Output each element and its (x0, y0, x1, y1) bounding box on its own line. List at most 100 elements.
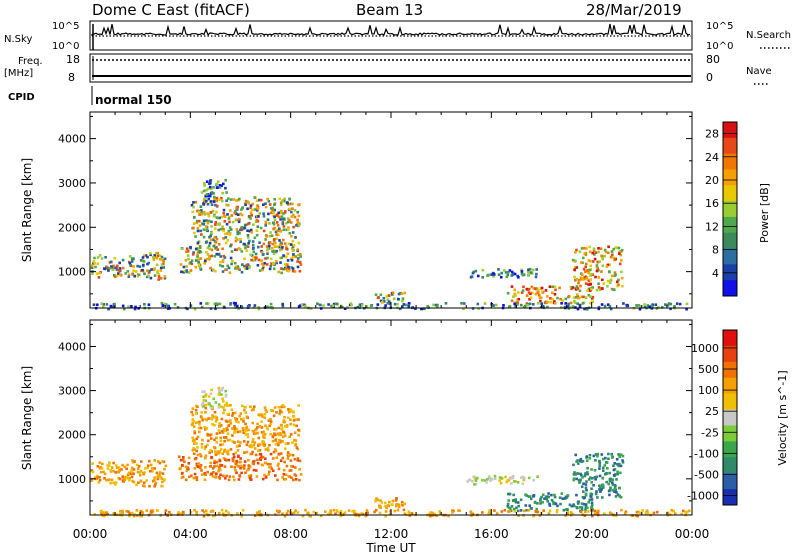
echo-cell (304, 508, 307, 512)
echo-cell (268, 267, 272, 271)
echo-cell (625, 304, 629, 307)
echo-cell (213, 465, 216, 468)
echo-cell (522, 285, 525, 289)
echo-cell (536, 502, 539, 505)
echo-cell (513, 302, 517, 306)
echo-cell (229, 448, 233, 451)
echo-cell (202, 210, 206, 214)
echo-cell (378, 511, 382, 515)
echo-cell (578, 506, 582, 509)
echo-cell (147, 274, 150, 277)
echo-cell (586, 510, 590, 513)
echo-cell (269, 264, 273, 268)
echo-cell (513, 288, 516, 292)
echo-cell (385, 506, 388, 510)
echo-cell (266, 248, 269, 252)
echo-cell (335, 510, 339, 513)
echo-cell (203, 213, 207, 216)
echo-cell (106, 266, 109, 270)
echo-cell (234, 210, 237, 213)
echo-cell (244, 199, 248, 203)
echo-cell (563, 497, 567, 500)
echo-cell (290, 215, 294, 218)
echo-cell (112, 305, 115, 309)
echo-cell (576, 501, 580, 504)
echo-cell (554, 288, 557, 292)
echo-cell (587, 283, 590, 286)
echo-cell (404, 303, 408, 307)
echo-cell (541, 290, 544, 293)
echo-cell (202, 398, 206, 402)
echo-cell (138, 473, 142, 477)
echo-cell (584, 262, 588, 266)
echo-cell (193, 448, 196, 451)
echo-cell (292, 248, 296, 252)
echo-cell (136, 514, 139, 517)
echo-cell (516, 509, 520, 513)
echo-cell (285, 247, 288, 251)
echo-cell (576, 462, 580, 465)
echo-cell (262, 440, 265, 444)
echo-cell (117, 269, 121, 272)
echo-cell (569, 511, 573, 514)
echo-cell (295, 424, 298, 428)
echo-cell (606, 263, 610, 267)
echo-cell (225, 199, 228, 202)
echo-cell (299, 263, 303, 266)
echo-cell (212, 471, 215, 474)
echo-cell (540, 286, 544, 290)
echo-cell (206, 257, 209, 261)
echo-cell (252, 443, 256, 447)
echo-cell (620, 259, 623, 262)
echo-cell (200, 411, 203, 414)
echo-cell (219, 439, 223, 443)
echo-cell (343, 307, 347, 310)
echo-cell (224, 178, 227, 182)
echo-cell (196, 465, 200, 469)
echo-cell (106, 467, 110, 470)
echo-cell (224, 389, 227, 393)
echo-cell (105, 478, 108, 482)
echo-cell (602, 469, 605, 473)
echo-cell (217, 180, 220, 183)
echo-cell (587, 259, 591, 262)
echo-cell (245, 443, 249, 447)
echo-cell (194, 265, 198, 269)
echo-cell (233, 478, 236, 482)
echo-cell (214, 302, 217, 306)
echo-cell (234, 218, 238, 222)
echo-cell (488, 509, 491, 512)
echo-cell (219, 424, 223, 427)
echo-cell (295, 418, 298, 421)
echo-cell (520, 270, 524, 273)
nave-top-tick: 80 (706, 53, 720, 66)
echo-cell (280, 424, 283, 427)
echo-cell (621, 284, 624, 288)
echo-cell (245, 429, 248, 432)
echo-cell (584, 253, 588, 256)
echo-cell (93, 256, 96, 260)
echo-cell (583, 276, 586, 279)
echo-cell (279, 230, 283, 233)
echo-cell (238, 444, 241, 447)
echo-cell (275, 456, 278, 459)
echo-cell (149, 253, 152, 257)
echo-cell (220, 196, 223, 200)
echo-cell (397, 292, 401, 296)
echo-cell (229, 244, 232, 248)
echo-cell (160, 263, 164, 266)
echo-cell (535, 272, 538, 276)
echo-cell (257, 245, 260, 249)
echo-cell (365, 305, 369, 308)
echo-cell (233, 303, 237, 307)
echo-cell (225, 449, 229, 453)
echo-cell (592, 247, 596, 251)
echo-cell (601, 255, 605, 258)
echo-cell (529, 292, 532, 296)
echo-cell (615, 462, 619, 466)
echo-cell (591, 260, 595, 263)
colorbar-tick-label: 12 (705, 220, 719, 233)
echo-cell (100, 257, 104, 260)
echo-cell (246, 304, 250, 308)
cpid-value: normal 150 (95, 93, 172, 107)
